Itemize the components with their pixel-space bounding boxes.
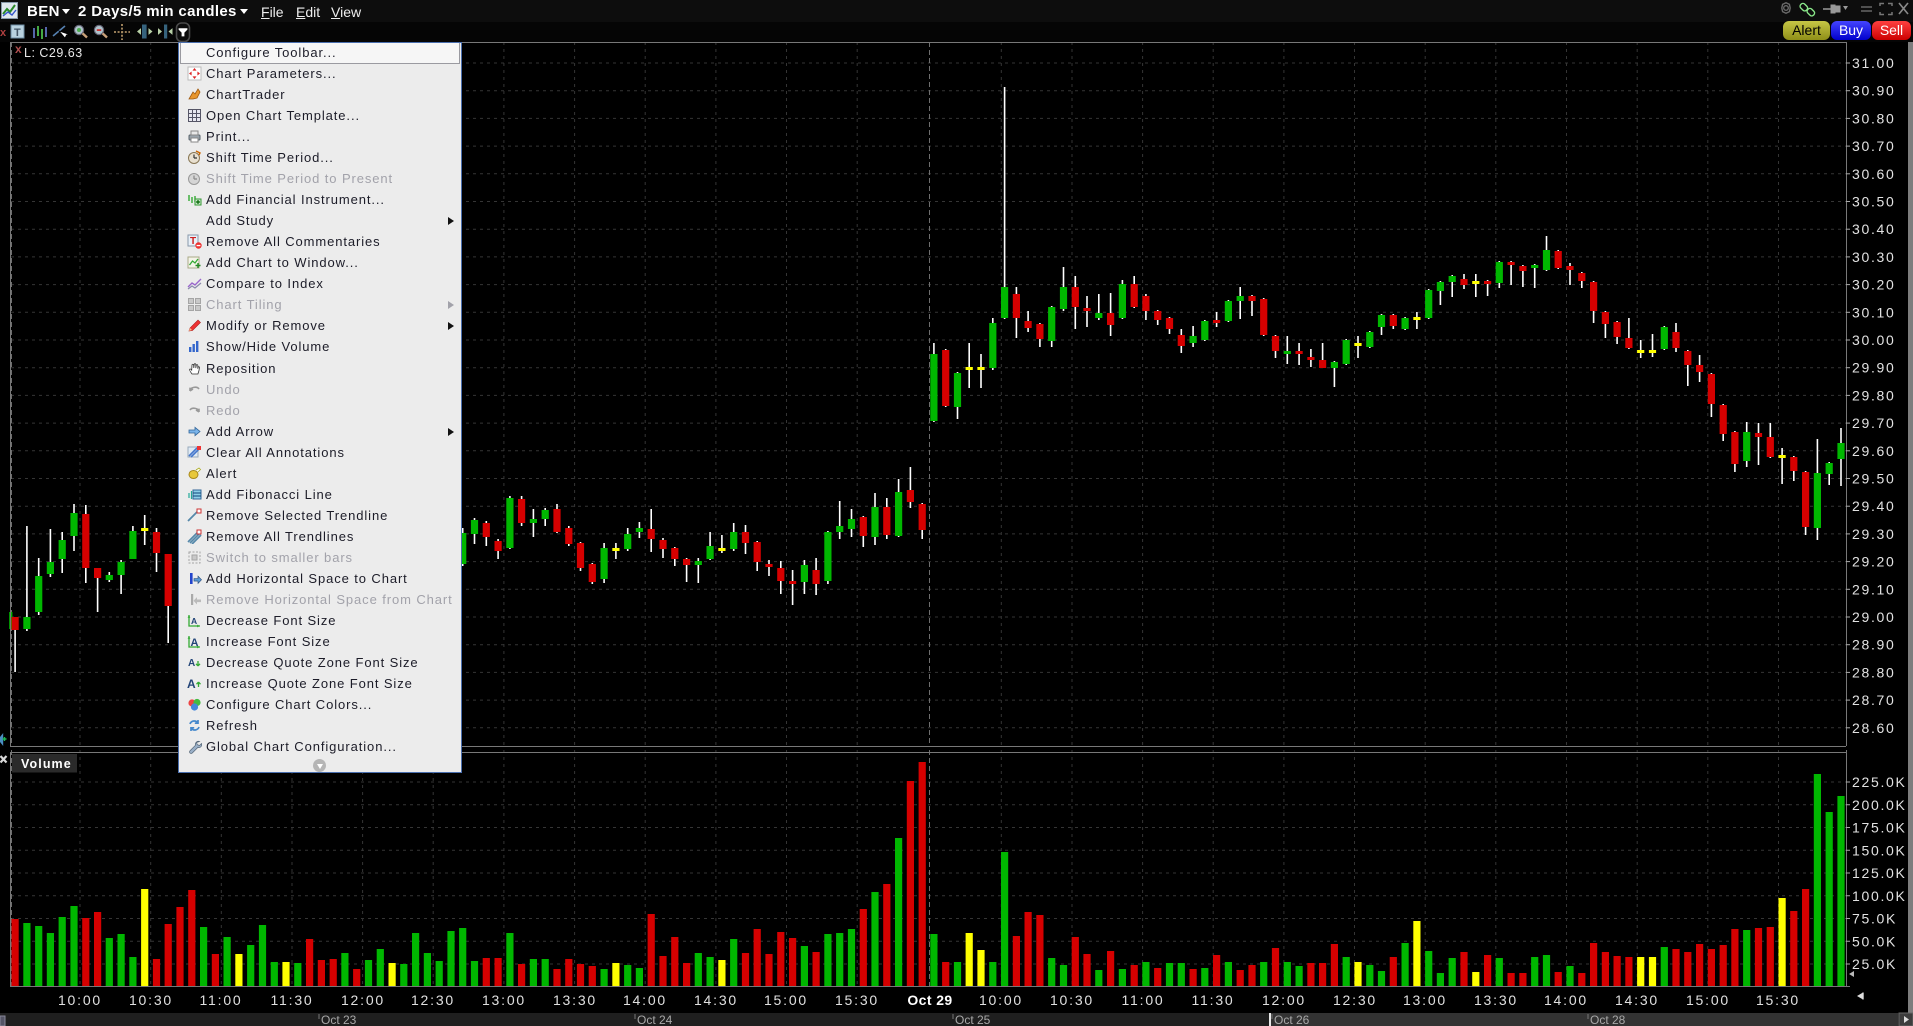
svg-text:29.20: 29.20 (1852, 554, 1896, 570)
svg-text:13:00: 13:00 (482, 992, 526, 1008)
svg-text:12:30: 12:30 (1333, 992, 1377, 1008)
svg-text:30.70: 30.70 (1852, 138, 1896, 154)
svg-text:30.40: 30.40 (1852, 221, 1896, 237)
svg-text:28.70: 28.70 (1852, 692, 1896, 708)
svg-text:31.00: 31.00 (1852, 55, 1896, 71)
svg-text:29.80: 29.80 (1852, 387, 1896, 403)
svg-text:10:00: 10:00 (979, 992, 1023, 1008)
svg-text:28.80: 28.80 (1852, 664, 1896, 680)
svg-text:29.50: 29.50 (1852, 471, 1896, 487)
svg-text:15:30: 15:30 (1756, 992, 1800, 1008)
svg-text:x: x (15, 42, 22, 56)
svg-text:Oct 28: Oct 28 (1590, 1013, 1626, 1026)
svg-text:13:30: 13:30 (1474, 992, 1518, 1008)
svg-text:29.70: 29.70 (1852, 415, 1896, 431)
svg-text:15:30: 15:30 (835, 992, 879, 1008)
svg-text:11:00: 11:00 (1122, 992, 1165, 1008)
svg-text:30.90: 30.90 (1852, 83, 1896, 99)
svg-text:75.0K: 75.0K (1852, 911, 1897, 927)
svg-text:13:30: 13:30 (553, 992, 597, 1008)
svg-text:150.0K: 150.0K (1852, 842, 1907, 858)
svg-text:175.0K: 175.0K (1852, 820, 1907, 836)
svg-text:29.60: 29.60 (1852, 443, 1896, 459)
svg-text:10:30: 10:30 (1050, 992, 1094, 1008)
svg-text:125.0K: 125.0K (1852, 865, 1907, 881)
svg-text:Oct 29: Oct 29 (907, 992, 952, 1008)
svg-text:30.20: 30.20 (1852, 277, 1896, 293)
svg-text:14:30: 14:30 (1615, 992, 1659, 1008)
svg-text:200.0K: 200.0K (1852, 797, 1907, 813)
svg-text:12:30: 12:30 (411, 992, 455, 1008)
svg-text:30.60: 30.60 (1852, 166, 1896, 182)
svg-text:10:30: 10:30 (129, 992, 173, 1008)
svg-text:11:30: 11:30 (271, 992, 314, 1008)
svg-text:29.90: 29.90 (1852, 360, 1896, 376)
svg-text:A: A (188, 658, 196, 669)
svg-text:10:00: 10:00 (58, 992, 102, 1008)
svg-text:225.0K: 225.0K (1852, 774, 1907, 790)
svg-text:30.00: 30.00 (1852, 332, 1896, 348)
svg-text:29.10: 29.10 (1852, 581, 1896, 597)
svg-text:12:00: 12:00 (341, 992, 385, 1008)
svg-text:28.90: 28.90 (1852, 637, 1896, 653)
svg-text:L: C29.63: L: C29.63 (24, 46, 83, 60)
svg-text:A: A (191, 637, 200, 649)
svg-text:50.0K: 50.0K (1852, 933, 1897, 949)
svg-text:11:30: 11:30 (1192, 992, 1235, 1008)
svg-text:12:00: 12:00 (1262, 992, 1306, 1008)
svg-text:25.0K: 25.0K (1852, 956, 1897, 972)
svg-text:Oct 25: Oct 25 (955, 1013, 991, 1026)
svg-text:29.00: 29.00 (1852, 609, 1896, 625)
svg-text:100.0K: 100.0K (1852, 888, 1907, 904)
svg-text:13:00: 13:00 (1403, 992, 1447, 1008)
svg-text:30.80: 30.80 (1852, 110, 1896, 126)
svg-text:28.60: 28.60 (1852, 720, 1896, 736)
svg-text:Oct 26: Oct 26 (1274, 1013, 1310, 1026)
svg-text:29.30: 29.30 (1852, 526, 1896, 542)
svg-text:30.30: 30.30 (1852, 249, 1896, 265)
svg-text:14:30: 14:30 (694, 992, 738, 1008)
svg-text:29.40: 29.40 (1852, 498, 1896, 514)
svg-text:15:00: 15:00 (1686, 992, 1730, 1008)
svg-text:T: T (190, 236, 197, 247)
svg-text:A: A (187, 677, 197, 691)
svg-text:Oct 23: Oct 23 (321, 1013, 357, 1026)
svg-text:T: T (14, 27, 21, 39)
svg-text:15:00: 15:00 (764, 992, 808, 1008)
svg-text:30.50: 30.50 (1852, 194, 1896, 210)
svg-text:30.10: 30.10 (1852, 304, 1896, 320)
svg-text:x: x (0, 27, 7, 39)
svg-text:14:00: 14:00 (623, 992, 667, 1008)
svg-text:Volume: Volume (21, 757, 72, 771)
svg-text:11:00: 11:00 (200, 992, 243, 1008)
svg-text:14:00: 14:00 (1544, 992, 1588, 1008)
svg-text:Oct 24: Oct 24 (637, 1013, 673, 1026)
svg-text:A: A (191, 616, 198, 626)
